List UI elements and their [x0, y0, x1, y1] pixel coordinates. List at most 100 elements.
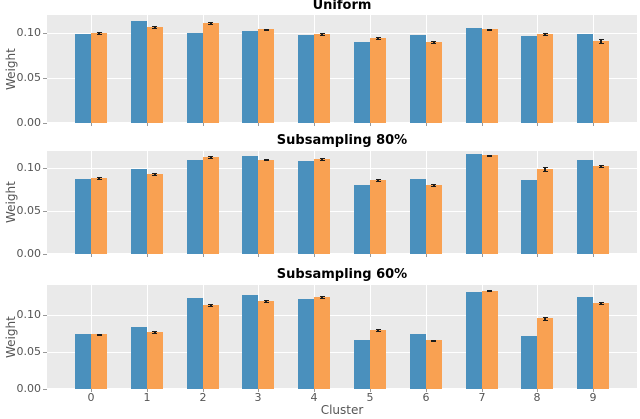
- error-bar-cluster-8: [544, 316, 546, 320]
- error-bar-cap: [152, 25, 157, 27]
- error-bar-cap: [320, 297, 325, 299]
- error-bar-cap: [431, 41, 436, 43]
- bar-blue-cluster-6: [410, 35, 426, 123]
- x-tick-mark: [91, 254, 92, 257]
- error-bar-cap: [264, 302, 269, 304]
- x-tick-mark: [314, 123, 315, 126]
- y-tick-mark: [43, 352, 47, 353]
- bar-orange-cluster-0: [91, 178, 107, 254]
- bar-blue-cluster-7: [466, 28, 482, 123]
- bar-orange-cluster-6: [426, 340, 442, 389]
- error-bar-cap: [599, 164, 604, 166]
- bar-blue-cluster-7: [466, 154, 482, 254]
- error-bar-cap: [208, 24, 213, 25]
- y-tick-mark: [43, 168, 47, 169]
- error-bar-cluster-9: [600, 301, 602, 304]
- x-tick-mark: [593, 254, 594, 257]
- plot-area: [47, 285, 637, 389]
- error-bar-cap: [152, 333, 157, 335]
- error-bar-cluster-5: [377, 328, 379, 332]
- bar-blue-cluster-5: [354, 42, 370, 123]
- bar-blue-cluster-9: [577, 34, 593, 123]
- x-tick-mark: [370, 254, 371, 257]
- bar-orange-cluster-7: [482, 29, 498, 123]
- error-bar-cap: [97, 32, 102, 34]
- bar-orange-cluster-9: [593, 41, 609, 123]
- error-bar-cap: [152, 173, 157, 175]
- error-bar-cap: [208, 305, 213, 307]
- bar-orange-cluster-2: [203, 23, 219, 123]
- bar-blue-cluster-2: [187, 160, 203, 254]
- y-tick-label: 0.05: [16, 204, 42, 218]
- error-bar-cap: [543, 316, 548, 318]
- error-bar-cap: [264, 158, 269, 160]
- y-tick-label: 0.10: [16, 308, 42, 322]
- error-bar-cap: [152, 27, 157, 29]
- error-bar-cap: [97, 335, 102, 337]
- error-bar-cluster-0: [98, 177, 100, 180]
- x-tick-mark: [482, 389, 483, 392]
- x-tick-mark: [426, 254, 427, 257]
- x-tick-mark: [258, 123, 259, 126]
- bar-orange-cluster-1: [147, 27, 163, 123]
- x-tick-mark: [314, 254, 315, 257]
- bar-blue-cluster-3: [242, 156, 258, 254]
- chart-title: Uniform: [312, 0, 372, 13]
- bar-orange-cluster-7: [482, 155, 498, 254]
- bar-orange-cluster-4: [314, 34, 330, 123]
- bar-orange-cluster-8: [537, 34, 553, 123]
- error-bar-cap: [431, 186, 436, 188]
- bar-blue-cluster-5: [354, 340, 370, 389]
- error-bar-cap: [376, 179, 381, 181]
- x-tick-mark: [482, 123, 483, 126]
- bar-orange-cluster-8: [537, 318, 553, 389]
- error-bar-cap: [264, 300, 269, 302]
- bar-orange-cluster-3: [258, 160, 274, 254]
- y-axis-label: Weight: [4, 316, 18, 358]
- y-tick-label: 0.05: [16, 71, 42, 84]
- x-tick-mark: [91, 389, 92, 392]
- y-tick-label: 0.00: [16, 382, 42, 395]
- error-bar-cap: [599, 303, 604, 305]
- error-bar-cap: [487, 30, 492, 32]
- error-bar-cap: [543, 33, 548, 34]
- error-bar-cluster-5: [377, 179, 379, 182]
- error-bar-cap: [264, 28, 269, 30]
- x-tick-mark: [91, 123, 92, 126]
- y-tick-label: 0.00: [16, 116, 42, 129]
- x-tick-label: 0: [87, 391, 95, 404]
- y-tick-label: 0.05: [16, 345, 42, 359]
- y-tick-mark: [43, 123, 47, 124]
- bar-blue-cluster-3: [242, 295, 258, 389]
- bar-orange-cluster-1: [147, 332, 163, 389]
- x-tick-mark: [537, 389, 538, 392]
- x-tick-mark: [203, 123, 204, 126]
- x-tick-mark: [370, 389, 371, 392]
- x-tick-mark: [593, 389, 594, 392]
- error-bar-cap: [376, 331, 381, 333]
- h-gridline: [47, 33, 637, 34]
- x-tick-mark: [147, 254, 148, 257]
- plot-area: [47, 15, 637, 123]
- bar-orange-cluster-5: [370, 330, 386, 389]
- error-bar-cap: [431, 42, 436, 44]
- x-tick-mark: [203, 389, 204, 392]
- y-tick-label: 0.00: [16, 247, 42, 260]
- h-gridline: [47, 315, 637, 316]
- bar-orange-cluster-9: [593, 303, 609, 389]
- error-bar-cap: [543, 319, 548, 321]
- error-bar-cap: [376, 181, 381, 183]
- bar-orange-cluster-4: [314, 159, 330, 254]
- h-gridline: [47, 253, 637, 254]
- error-bar-cap: [208, 155, 213, 157]
- y-tick-label: 0.10: [16, 161, 42, 175]
- x-tick-label: 6: [422, 391, 430, 404]
- y-tick-label: 0.10: [16, 26, 42, 39]
- error-bar-cap: [431, 341, 436, 343]
- bar-orange-cluster-3: [258, 29, 274, 123]
- bar-blue-cluster-0: [75, 334, 91, 389]
- error-bar-cap: [320, 157, 325, 159]
- plot-area: [47, 151, 637, 254]
- x-tick-mark: [258, 389, 259, 392]
- bar-blue-cluster-6: [410, 179, 426, 254]
